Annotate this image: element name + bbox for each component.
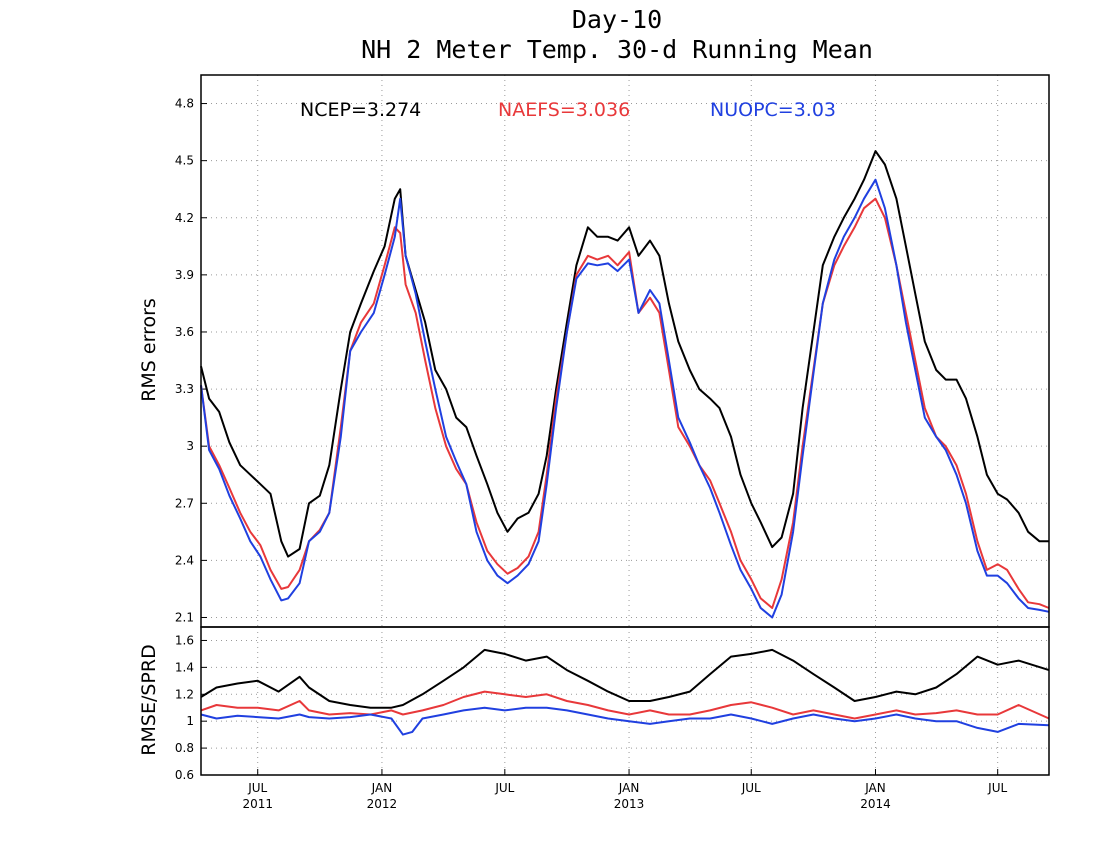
top-series-line-1 xyxy=(200,197,1050,609)
bottom-ytick-label: 0.6 xyxy=(175,768,194,782)
y-axis-title-top: RMS errors xyxy=(138,298,160,402)
xtick-label: JUL xyxy=(741,781,761,795)
top-ytick-label: 4.5 xyxy=(175,154,194,168)
top-ytick-label: 4.2 xyxy=(175,211,194,225)
bottom-series-line-0 xyxy=(200,648,1050,709)
top-ytick-label: 4.8 xyxy=(175,97,194,111)
xtick-label: JAN xyxy=(864,781,886,795)
top-ytick-label: 3.3 xyxy=(175,382,194,396)
top-ytick-label: 3.6 xyxy=(175,325,194,339)
top-frame xyxy=(200,74,1050,628)
xtick-label: JUL xyxy=(247,781,267,795)
xtick-label: JAN xyxy=(371,781,393,795)
stat-nuopc: NUOPC=3.03 xyxy=(710,99,836,121)
xtick-label: JUL xyxy=(987,781,1007,795)
top-ytick-label: 2.4 xyxy=(175,553,194,567)
bottom-series-line-1 xyxy=(200,690,1050,720)
xtick-year-label: 2014 xyxy=(860,797,891,811)
xtick-label: JUL xyxy=(494,781,514,795)
y-axis-title-bottom: RMSE/SPRD xyxy=(138,644,160,755)
xtick-year-label: 2011 xyxy=(242,797,273,811)
top-ytick-label: 2.1 xyxy=(175,610,194,624)
xtick-label: JAN xyxy=(618,781,640,795)
chart-title: Day-10 xyxy=(572,5,662,34)
top-ytick-label: 3 xyxy=(186,439,194,453)
xtick-year-label: 2013 xyxy=(614,797,645,811)
stat-naefs: NAEFS=3.036 xyxy=(498,99,630,121)
bottom-frame xyxy=(200,626,1050,776)
bottom-ytick-label: 1.2 xyxy=(175,687,194,701)
bottom-series-line-2 xyxy=(200,706,1050,736)
bottom-ytick-label: 1 xyxy=(186,714,194,728)
top-ytick-label: 3.9 xyxy=(175,268,194,282)
stat-ncep: NCEP=3.274 xyxy=(300,99,421,121)
ratio-panel: 0.6 0.8 1 1.2 1.4 1.6 JUL 2011 JAN 2012 JUL JAN 2013… xyxy=(175,626,1050,811)
top-series-line-2 xyxy=(200,178,1050,619)
bottom-ytick-label: 1.6 xyxy=(175,633,194,647)
top-series-line-0 xyxy=(200,150,1049,558)
rms-errors-panel: 2.1 2.4 2.7 3 3.3 3.6 3.9 4.2 4.5 4.8 xyxy=(175,74,1050,628)
xtick-year-label: 2012 xyxy=(367,797,398,811)
bottom-ytick-label: 1.4 xyxy=(175,660,194,674)
top-ytick-label: 2.7 xyxy=(175,496,194,510)
chart-subtitle: NH 2 Meter Temp. 30-d Running Mean xyxy=(361,35,873,64)
bottom-ytick-label: 0.8 xyxy=(175,741,194,755)
